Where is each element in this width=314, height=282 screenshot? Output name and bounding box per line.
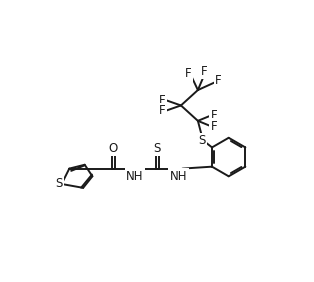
Text: F: F xyxy=(211,109,217,122)
Text: S: S xyxy=(153,142,161,155)
Text: F: F xyxy=(201,65,207,78)
Text: NH: NH xyxy=(126,170,143,183)
Text: F: F xyxy=(159,94,166,107)
Text: F: F xyxy=(159,104,166,117)
Text: S: S xyxy=(198,134,205,147)
Text: F: F xyxy=(215,74,222,87)
Text: NH: NH xyxy=(170,170,187,183)
Text: O: O xyxy=(109,142,118,155)
Text: F: F xyxy=(211,120,217,133)
Text: S: S xyxy=(55,177,62,190)
Text: F: F xyxy=(185,67,192,80)
